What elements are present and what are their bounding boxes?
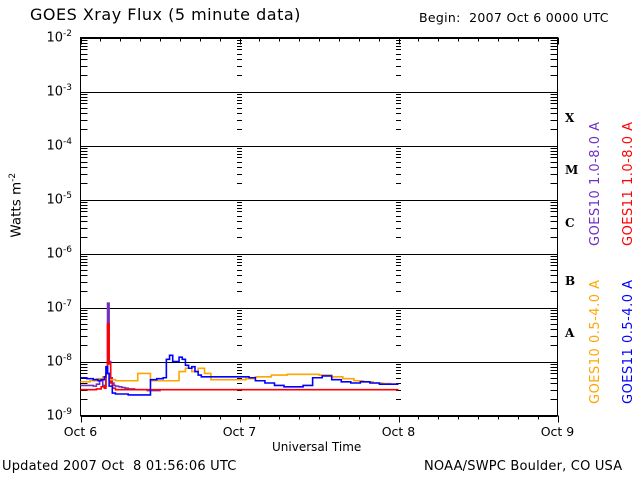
- x-tick-label: Oct 9: [540, 424, 575, 439]
- updated-timestamp: Updated 2007 Oct 8 01:56:06 UTC: [2, 459, 237, 474]
- series-line: [80, 367, 399, 385]
- y-tick-label: 10-6: [28, 245, 72, 261]
- credit-label: NOAA/SWPC Boulder, CO USA: [424, 459, 623, 474]
- y-tick-exponent: -5: [63, 190, 72, 201]
- y-tick-mantissa: 10: [46, 299, 64, 315]
- y-tick-exponent: -6: [63, 244, 72, 255]
- y-tick-label: 10-9: [28, 407, 72, 423]
- y-tick-mantissa: 10: [46, 245, 64, 261]
- y-tick-label: 10-2: [28, 29, 72, 45]
- y-tick-label: 10-5: [28, 191, 72, 207]
- y-tick-label: 10-7: [28, 299, 72, 315]
- y-tick-exponent: -2: [63, 28, 72, 39]
- data-series: [80, 302, 399, 396]
- flare-class-label: A: [565, 326, 575, 340]
- y-tick-label: 10-8: [28, 353, 72, 369]
- y-tick-exponent: -3: [63, 82, 72, 93]
- x-tick-label: Oct 7: [222, 424, 257, 439]
- flare-class-label: C: [565, 216, 575, 230]
- y-tick-mantissa: 10: [46, 353, 64, 369]
- begin-time-label: Begin: 2007 Oct 6 0000 UTC: [419, 10, 609, 25]
- series-line: [80, 322, 399, 391]
- y-tick-exponent: -7: [63, 298, 72, 309]
- x-tick-label: Oct 8: [381, 424, 416, 439]
- plot-frame: [80, 37, 558, 416]
- y-tick-label: 10-4: [28, 137, 72, 153]
- y-tick-label: 10-3: [28, 83, 72, 99]
- flare-class-label: B: [565, 274, 576, 288]
- x-axis-label: Universal Time: [272, 440, 362, 454]
- y-tick-exponent: -8: [63, 352, 72, 363]
- y-tick-mantissa: 10: [46, 29, 64, 45]
- flare-class-label: M: [565, 163, 579, 177]
- grid-lines: [80, 38, 558, 417]
- y-tick-exponent: -4: [63, 136, 72, 147]
- y-tick-mantissa: 10: [46, 191, 64, 207]
- x-tick-label: Oct 6: [63, 424, 98, 439]
- y-tick-mantissa: 10: [46, 83, 64, 99]
- axis-ticks: [80, 37, 559, 423]
- y-tick-mantissa: 10: [46, 137, 64, 153]
- y-tick-exponent: -9: [63, 406, 72, 417]
- series-line: [80, 354, 399, 396]
- page-title: GOES Xray Flux (5 minute data): [30, 5, 301, 24]
- y-tick-mantissa: 10: [46, 407, 64, 423]
- flare-class-label: X: [565, 111, 575, 125]
